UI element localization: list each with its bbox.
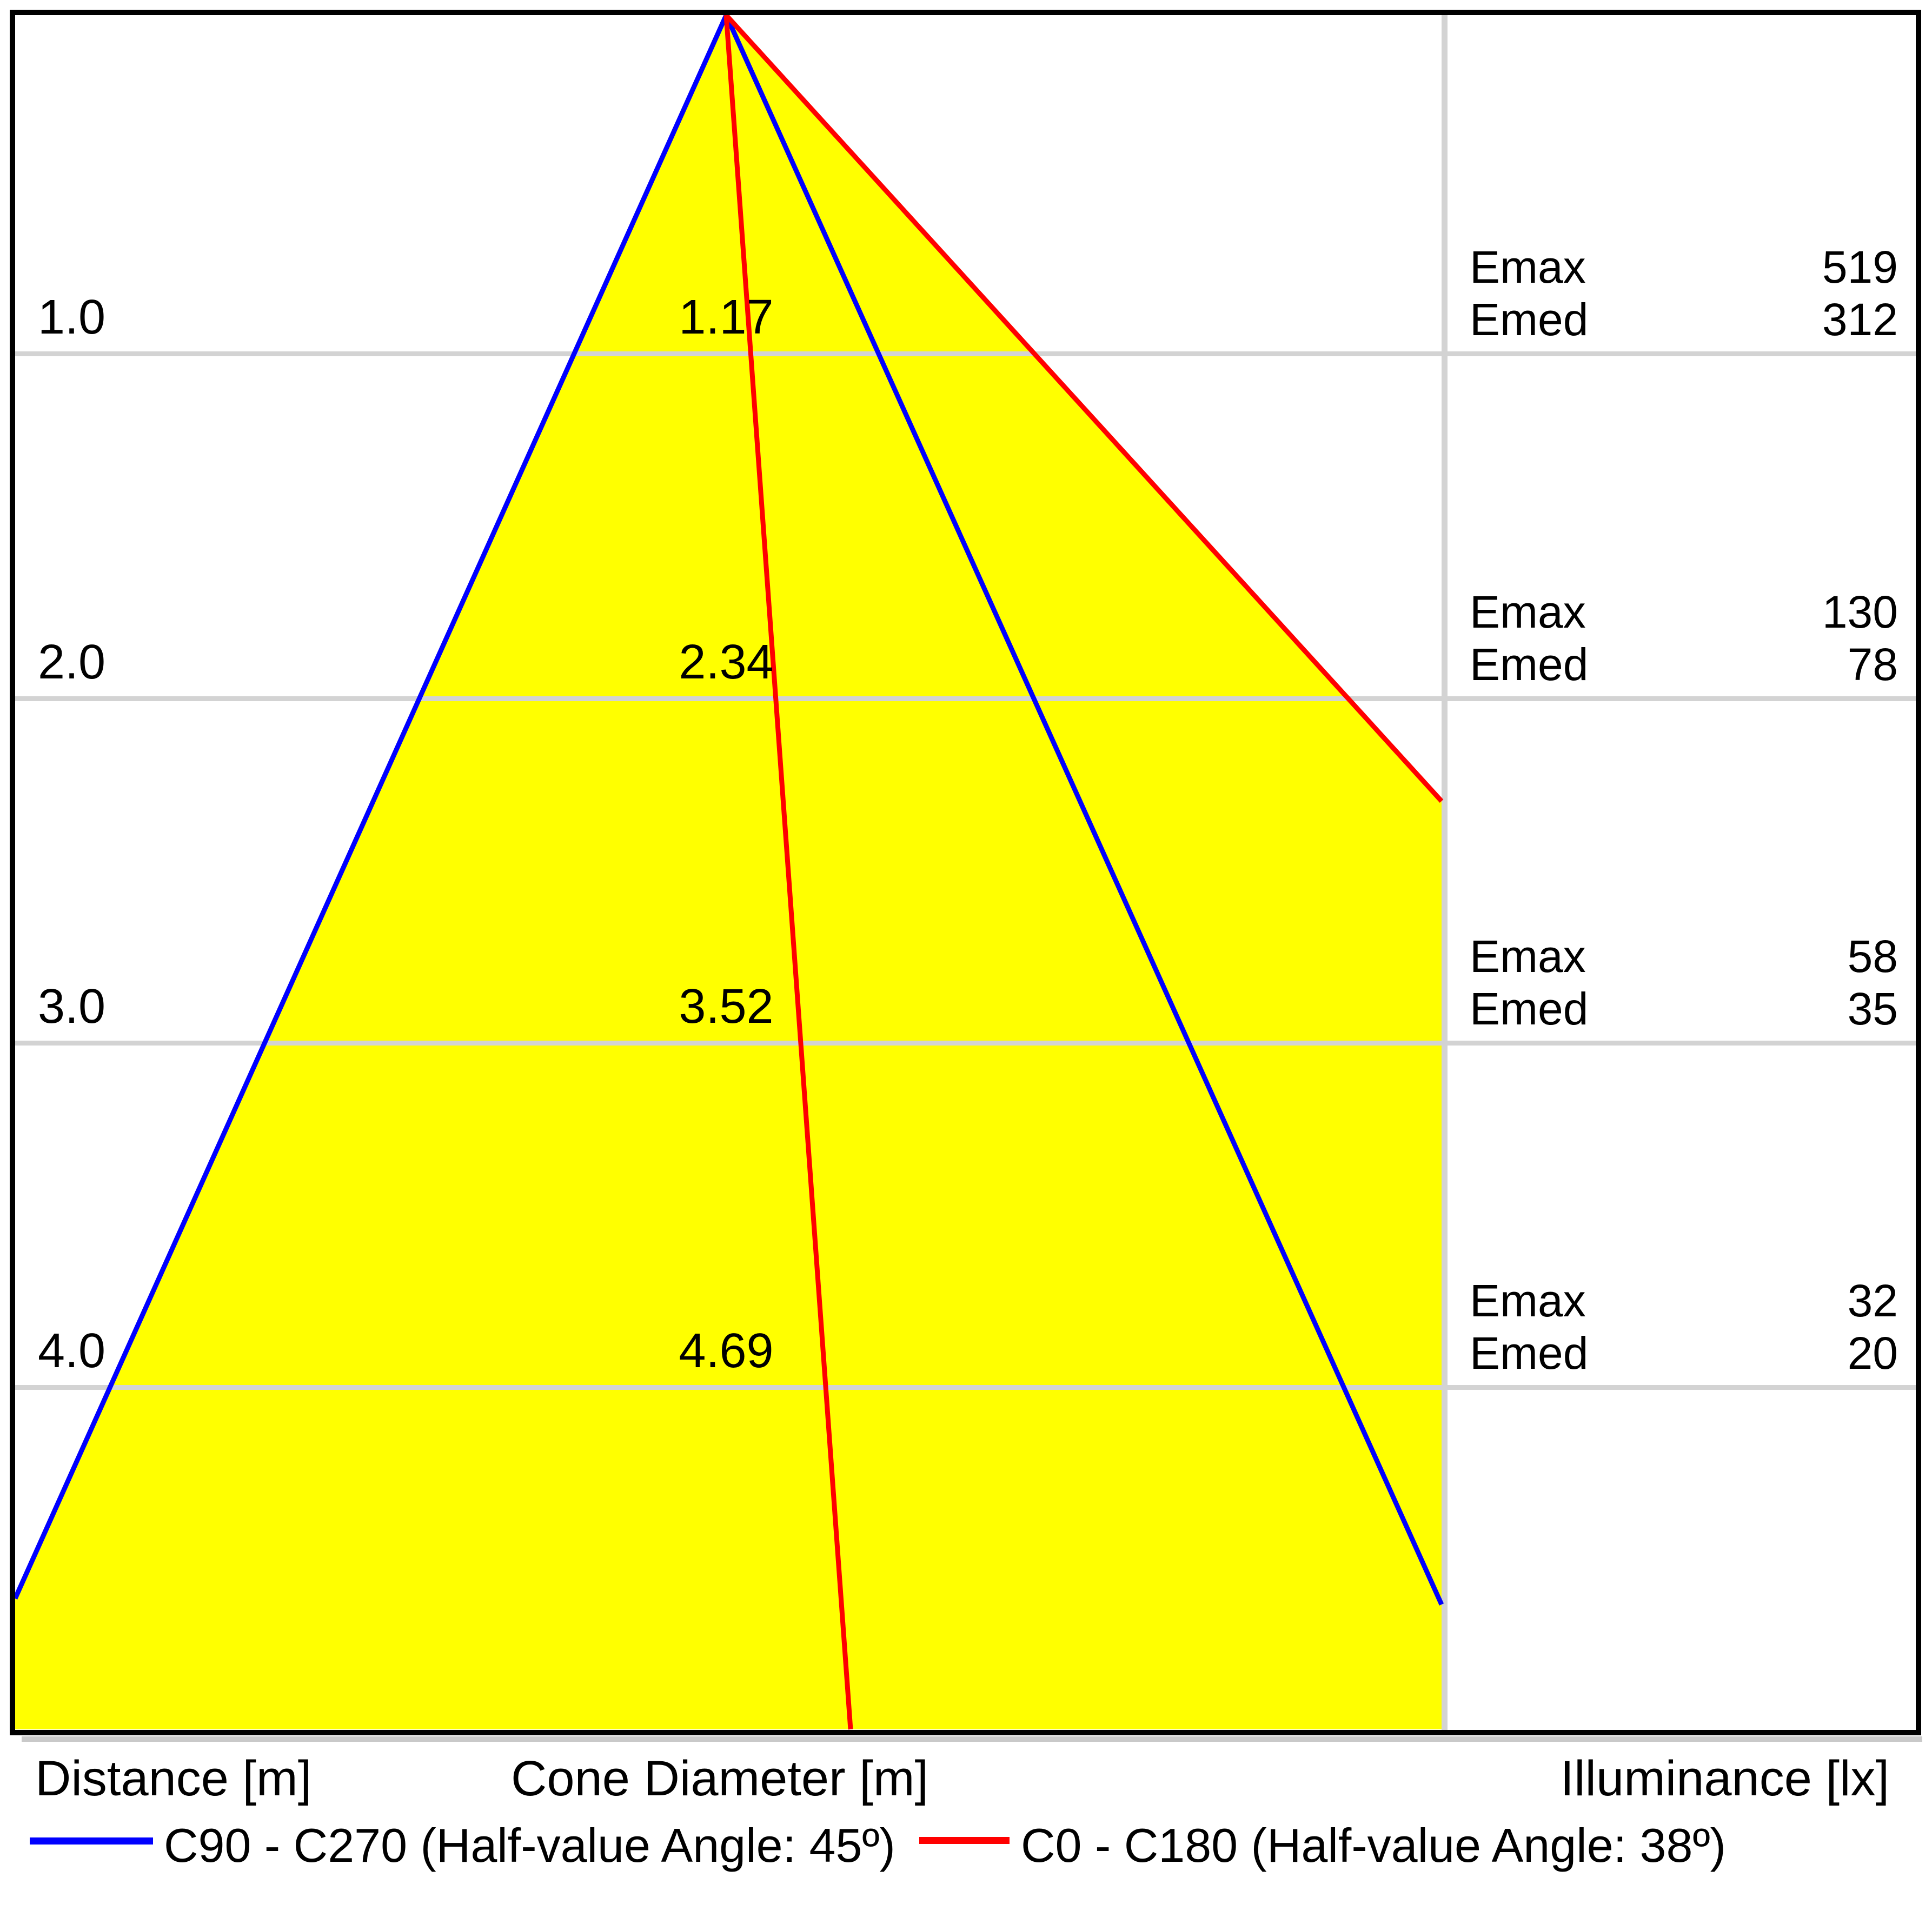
emax-value-2: 130 [1822, 587, 1898, 637]
legend-label-c90: C90 - C270 (Half-value Angle: 45º) [164, 1819, 895, 1872]
distance-axis-label: Distance [m] [35, 1751, 312, 1806]
emed-label-2: Emed [1470, 639, 1589, 690]
legend-swatch-c90 [30, 1837, 153, 1845]
emed-label-1: Emed [1470, 294, 1589, 345]
emed-value-2: 78 [1847, 639, 1898, 690]
c0-line-left [723, 15, 853, 1730]
gridline-3m [15, 1041, 1916, 1046]
emax-label-2: Emax [1470, 587, 1586, 637]
illuminance-axis-label: Illuminance [lx] [1560, 1751, 1889, 1806]
emax-label-3: Emax [1470, 931, 1586, 982]
emax-value-4: 32 [1847, 1275, 1898, 1326]
emax-value-1: 519 [1822, 242, 1898, 292]
cone-diameter-4: 4.69 [679, 1324, 774, 1378]
gridline-4m [15, 1385, 1916, 1390]
beam-area [15, 15, 1442, 1729]
distance-tick-1: 1.0 [38, 290, 106, 344]
legend-label-c0: C0 - C180 (Half-value Angle: 38º) [1021, 1819, 1726, 1872]
gridline-1m [15, 351, 1916, 356]
emed-value-1: 312 [1822, 294, 1898, 345]
distance-tick-4: 4.0 [38, 1324, 106, 1378]
emed-label-4: Emed [1470, 1328, 1589, 1379]
gridline-2m [15, 696, 1916, 701]
distance-tick-2: 2.0 [38, 635, 106, 689]
outer-frame [10, 10, 1921, 1735]
emed-value-3: 35 [1847, 983, 1898, 1034]
frame-shadow [22, 1736, 1922, 1742]
legend-swatch-c0 [919, 1837, 1010, 1844]
c90-line-right [723, 14, 1444, 1606]
distance-tick-3: 3.0 [38, 980, 106, 1034]
emed-label-3: Emed [1470, 983, 1589, 1034]
cone-diameter-axis-label: Cone Diameter [m] [510, 1751, 929, 1806]
panel-divider [1442, 15, 1448, 1730]
emax-label-1: Emax [1470, 242, 1586, 292]
cone-diameter-2: 2.34 [679, 635, 774, 689]
emax-label-4: Emax [1470, 1275, 1586, 1326]
emed-value-4: 20 [1847, 1328, 1898, 1379]
c0-line-right [724, 13, 1444, 803]
emax-value-3: 58 [1847, 931, 1898, 982]
c90-line-left [12, 14, 729, 1600]
cone-diameter-1: 1.17 [679, 290, 774, 344]
cone-diameter-3: 3.52 [679, 980, 774, 1034]
